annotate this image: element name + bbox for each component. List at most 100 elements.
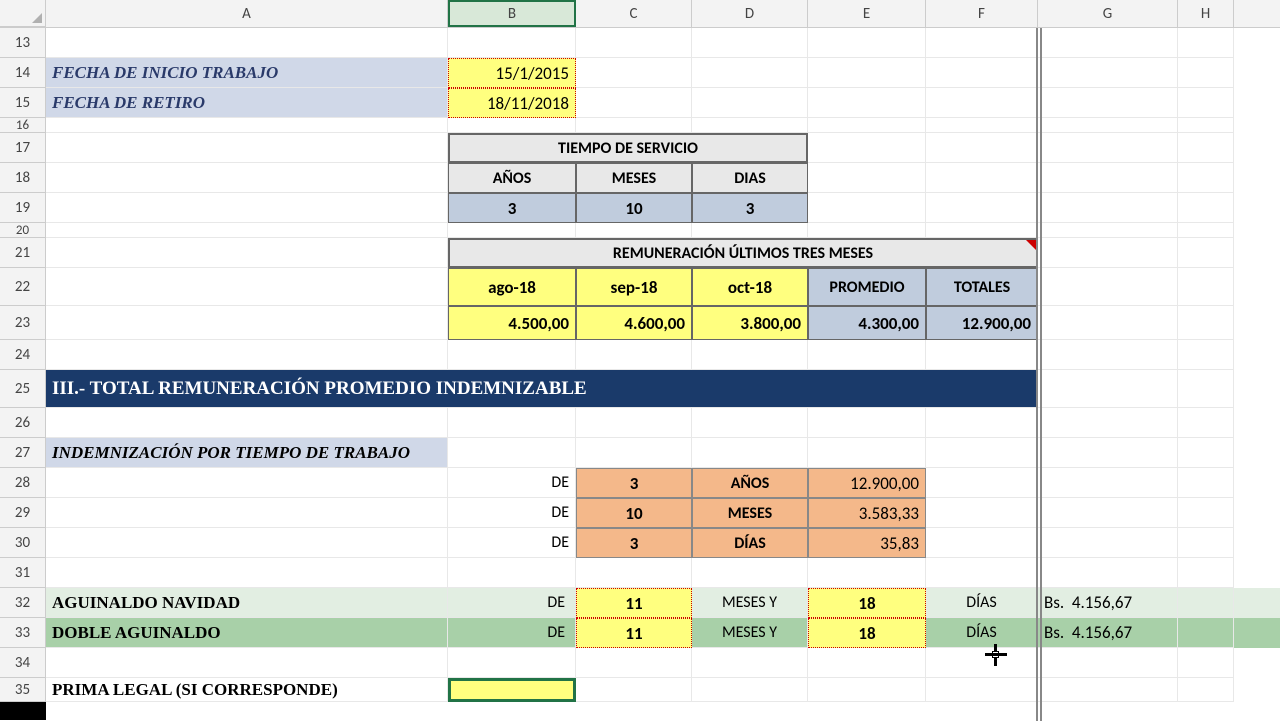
indem-n[interactable]: 3 — [576, 528, 692, 558]
row-header[interactable]: 22 — [0, 268, 46, 306]
de-label: DE — [448, 528, 576, 558]
mes-header: oct-18 — [692, 268, 808, 306]
promedio-header: PROMEDIO — [808, 268, 926, 306]
row-header[interactable]: 25 — [0, 370, 46, 408]
de-label: DE — [448, 468, 576, 498]
ag-bs[interactable]: Bs. 4.156,67 — [1038, 588, 1178, 618]
row-header[interactable]: 19 — [0, 193, 46, 223]
fecha-inicio-value[interactable]: 15/1/2015 — [448, 58, 576, 88]
col-header-F[interactable]: F — [926, 0, 1038, 27]
indem-unit: MESES — [692, 498, 808, 528]
cell[interactable] — [1038, 58, 1178, 88]
fecha-retiro-value[interactable]: 18/11/2018 — [448, 88, 576, 118]
dag-dias[interactable]: 18 — [808, 618, 926, 648]
row-header[interactable]: 14 — [0, 58, 46, 88]
cell[interactable] — [1178, 28, 1234, 58]
cell[interactable] — [926, 28, 1038, 58]
row-header[interactable]: 13 — [0, 28, 46, 58]
prima-legal-label: PRIMA LEGAL (SI CORRESPONDE) — [46, 678, 448, 702]
cell[interactable] — [1038, 88, 1178, 118]
de-label: DE — [448, 588, 576, 618]
remuneracion-title: REMUNERACIÓN ÚLTIMOS TRES MESES — [448, 238, 1038, 268]
promedio-value[interactable]: 4.300,00 — [808, 306, 926, 340]
indem-amt[interactable]: 35,83 — [808, 528, 926, 558]
row-header[interactable]: 31 — [0, 558, 46, 588]
ag-mesesy: MESES Y — [692, 588, 808, 618]
col-header-C[interactable]: C — [576, 0, 692, 27]
cell[interactable] — [1178, 88, 1234, 118]
row-header[interactable]: 33 — [0, 618, 46, 648]
mes-value[interactable]: 4.600,00 — [576, 306, 692, 340]
cell[interactable] — [1178, 58, 1234, 88]
col-header-A[interactable]: A — [46, 0, 448, 27]
totales-value[interactable]: 12.900,00 — [926, 306, 1038, 340]
dag-dias-label: DÍAS — [926, 618, 1038, 648]
select-all-corner[interactable] — [0, 0, 46, 27]
ag-dias[interactable]: 18 — [808, 588, 926, 618]
col-header-D[interactable]: D — [692, 0, 808, 27]
cell[interactable] — [692, 58, 808, 88]
col-header-B[interactable]: B — [448, 0, 576, 27]
fecha-retiro-label: FECHA DE RETIRO — [46, 88, 448, 118]
mes-header: ago-18 — [448, 268, 576, 306]
ag-meses[interactable]: 11 — [576, 588, 692, 618]
row-header[interactable]: 17 — [0, 133, 46, 163]
tiempo-servicio-title: TIEMPO DE SERVICIO — [448, 133, 808, 163]
indem-n[interactable]: 10 — [576, 498, 692, 528]
cell[interactable] — [448, 28, 576, 58]
cell[interactable] — [926, 58, 1038, 88]
aguinaldo-label: AGUINALDO NAVIDAD — [46, 588, 448, 618]
cell[interactable] — [46, 28, 448, 58]
indem-n[interactable]: 3 — [576, 468, 692, 498]
row-header[interactable]: 21 — [0, 238, 46, 268]
indem-unit: DÍAS — [692, 528, 808, 558]
cell[interactable] — [808, 88, 926, 118]
dag-bs[interactable]: Bs. 4.156,67 — [1038, 618, 1178, 648]
indem-unit: AÑOS — [692, 468, 808, 498]
cell[interactable] — [808, 58, 926, 88]
dag-meses[interactable]: 11 — [576, 618, 692, 648]
row-header[interactable]: 28 — [0, 468, 46, 498]
row-header[interactable]: 18 — [0, 163, 46, 193]
row-header[interactable]: 15 — [0, 88, 46, 118]
mes-value[interactable]: 4.500,00 — [448, 306, 576, 340]
col-header-E[interactable]: E — [808, 0, 926, 27]
col-header-H[interactable]: H — [1178, 0, 1234, 27]
row-header[interactable]: 20 — [0, 223, 46, 238]
row-header[interactable]: 27 — [0, 438, 46, 468]
anos-value[interactable]: 3 — [448, 193, 576, 223]
mes-value[interactable]: 3.800,00 — [692, 306, 808, 340]
cell[interactable] — [1038, 28, 1178, 58]
cell[interactable] — [576, 88, 692, 118]
indem-amt[interactable]: 12.900,00 — [808, 468, 926, 498]
cell[interactable] — [692, 88, 808, 118]
cell[interactable] — [926, 88, 1038, 118]
row-header[interactable]: 32 — [0, 588, 46, 618]
de-label: DE — [448, 618, 576, 648]
totales-header: TOTALES — [926, 268, 1038, 306]
cell[interactable] — [576, 58, 692, 88]
row-header[interactable]: 35 — [0, 678, 46, 702]
dias-header: DIAS — [692, 163, 808, 193]
cell[interactable] — [808, 28, 926, 58]
col-header-G[interactable]: G — [1038, 0, 1178, 27]
indem-amt[interactable]: 3.583,33 — [808, 498, 926, 528]
row-header[interactable]: 23 — [0, 306, 46, 340]
meses-value[interactable]: 10 — [576, 193, 692, 223]
column-headers[interactable]: A B C D E F G H — [0, 0, 1280, 28]
comment-indicator-icon[interactable] — [1026, 240, 1036, 250]
meses-header: MESES — [576, 163, 692, 193]
row-header[interactable]: 29 — [0, 498, 46, 528]
dag-mesesy: MESES Y — [692, 618, 808, 648]
row-header[interactable]: 24 — [0, 340, 46, 370]
cell[interactable] — [576, 28, 692, 58]
selected-cell[interactable] — [448, 678, 576, 702]
anos-header: AÑOS — [448, 163, 576, 193]
row-header[interactable]: 34 — [0, 648, 46, 678]
cell[interactable] — [692, 28, 808, 58]
row-header[interactable]: 16 — [0, 118, 46, 133]
ag-dias-label: DÍAS — [926, 588, 1038, 618]
dias-value[interactable]: 3 — [692, 193, 808, 223]
row-header[interactable]: 30 — [0, 528, 46, 558]
row-header[interactable]: 26 — [0, 408, 46, 438]
